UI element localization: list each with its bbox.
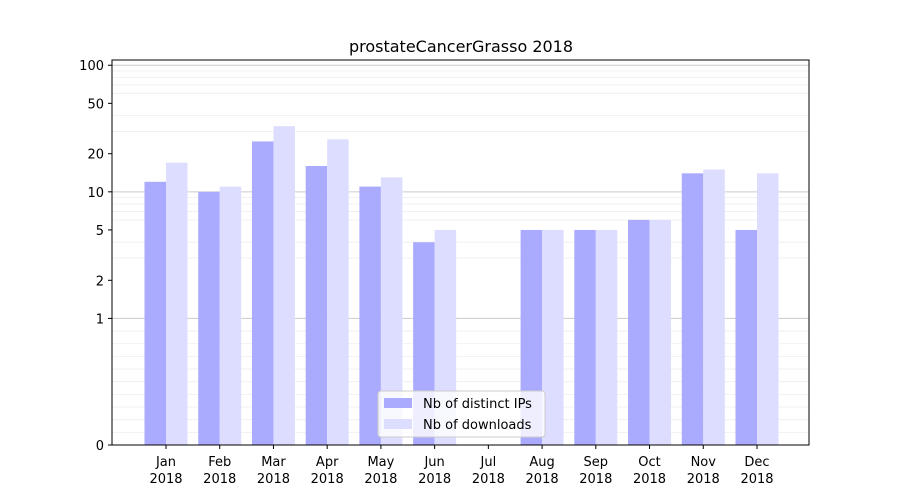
x-tick-label-month: Jan bbox=[155, 455, 176, 470]
x-tick-label-month: Mar bbox=[261, 455, 286, 470]
x-tick-label-month: Aug bbox=[529, 455, 554, 470]
x-tick-label-month: May bbox=[367, 455, 394, 470]
y-axis: 0 1 2 5 10 20 50 100 bbox=[79, 59, 112, 454]
bar-distinct-ips bbox=[305, 165, 328, 446]
legend-swatch bbox=[384, 398, 412, 408]
x-tick-label-month: Apr bbox=[316, 455, 339, 470]
bar-distinct-ips bbox=[251, 141, 274, 445]
x-tick-label-month: Dec bbox=[744, 455, 769, 470]
bar-distinct-ips bbox=[735, 229, 757, 445]
x-tick-label-year: 2018 bbox=[740, 472, 773, 487]
bar-downloads bbox=[166, 162, 188, 445]
y-tick-label: 0 bbox=[96, 439, 104, 454]
x-tick-label-month: Nov bbox=[691, 455, 717, 470]
legend-label: Nb of distinct IPs bbox=[423, 397, 532, 412]
x-tick-label-year: 2018 bbox=[364, 472, 397, 487]
y-tick-label: 50 bbox=[87, 97, 104, 112]
x-tick-label-year: 2018 bbox=[579, 472, 612, 487]
legend-box bbox=[377, 390, 546, 438]
x-tick-label-year: 2018 bbox=[633, 472, 666, 487]
y-tick-label: 100 bbox=[79, 59, 104, 74]
legend-swatch bbox=[384, 419, 412, 429]
bar-distinct-ips bbox=[628, 219, 650, 445]
bar-downloads bbox=[273, 126, 295, 446]
bar-downloads bbox=[703, 169, 725, 445]
y-tick-label: 1 bbox=[96, 312, 104, 327]
x-tick-label-month: Feb bbox=[208, 455, 231, 470]
legend: Nb of distinct IPs Nb of downloads bbox=[377, 390, 546, 438]
bar-downloads bbox=[542, 229, 564, 445]
x-tick-label-year: 2018 bbox=[687, 472, 720, 487]
bar-downloads bbox=[595, 229, 618, 445]
bar-distinct-ips bbox=[198, 191, 220, 445]
bar-downloads bbox=[757, 173, 779, 445]
x-tick-label-month: Jul bbox=[480, 455, 497, 470]
y-tick-label: 20 bbox=[87, 148, 104, 163]
x-tick-label-year: 2018 bbox=[472, 472, 505, 487]
x-axis: Jan 2018 Feb 2018 Mar 2018 Apr 2018 May 2018 Jun 20… bbox=[149, 445, 774, 487]
x-tick-label-month: Sep bbox=[584, 455, 609, 470]
x-tick-label-month: Jun bbox=[423, 455, 444, 470]
bar-distinct-ips bbox=[359, 186, 381, 446]
x-tick-label-year: 2018 bbox=[526, 472, 559, 487]
bar-distinct-ips bbox=[144, 181, 166, 445]
bar-downloads bbox=[380, 177, 403, 446]
y-tick-label: 10 bbox=[87, 186, 104, 201]
x-tick-label-year: 2018 bbox=[203, 472, 236, 487]
y-tick-label: 2 bbox=[96, 274, 104, 289]
bar-distinct-ips bbox=[681, 173, 704, 445]
y-tick-label: 5 bbox=[96, 224, 104, 239]
legend-label: Nb of downloads bbox=[423, 418, 532, 433]
x-tick-label-year: 2018 bbox=[149, 472, 182, 487]
chart-title: prostateCancerGrasso 2018 bbox=[349, 37, 573, 56]
plot-area bbox=[111, 59, 810, 446]
x-tick-label-year: 2018 bbox=[418, 472, 451, 487]
x-tick-label-year: 2018 bbox=[257, 472, 290, 487]
bar-downloads bbox=[219, 186, 242, 446]
bar-distinct-ips bbox=[574, 229, 596, 445]
bar-downloads bbox=[327, 139, 349, 445]
x-tick-label-month: Oct bbox=[638, 455, 660, 470]
bar-downloads bbox=[649, 219, 672, 445]
x-tick-label-year: 2018 bbox=[311, 472, 344, 487]
